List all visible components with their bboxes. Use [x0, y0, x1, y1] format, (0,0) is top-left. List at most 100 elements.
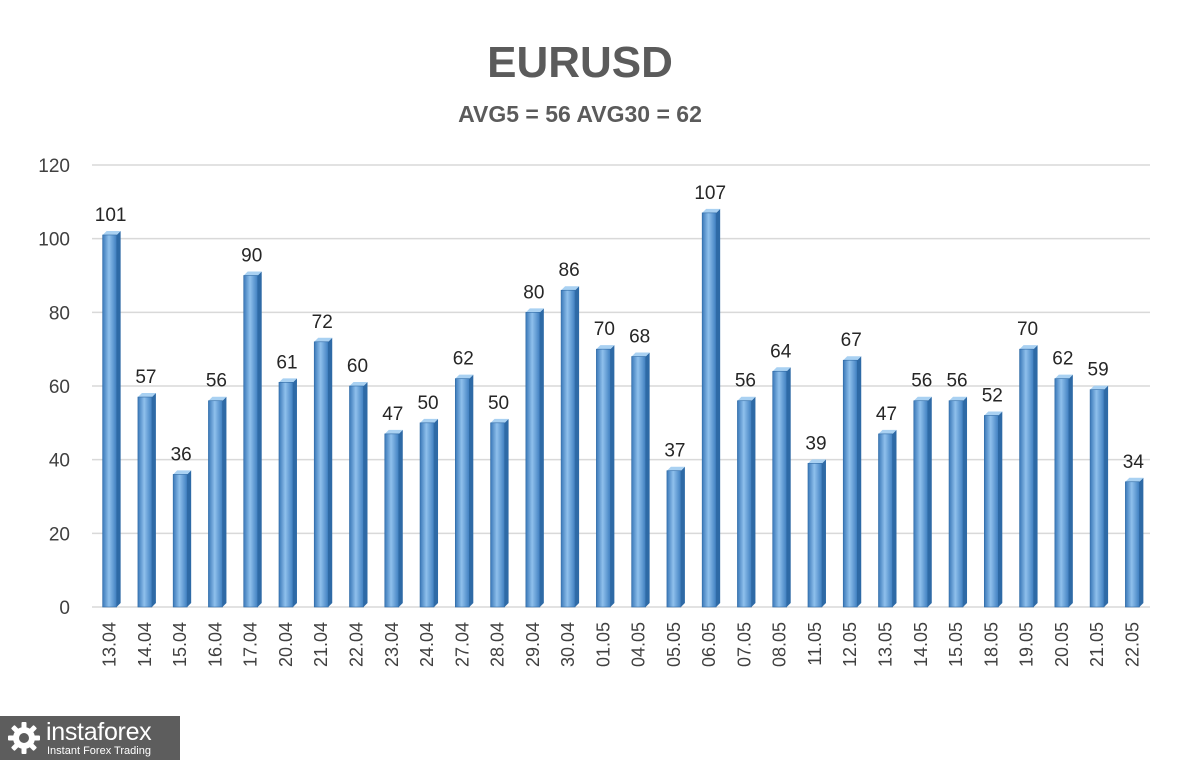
x-tick-label: 22.05	[1122, 622, 1142, 667]
bar-side	[575, 286, 580, 607]
chart-title: EURUSD	[487, 38, 673, 87]
bar-top	[420, 418, 439, 423]
bar-front	[560, 289, 576, 608]
bar-side	[680, 466, 685, 607]
bar-top	[173, 470, 192, 475]
bar-side	[1068, 374, 1073, 607]
x-tick-label: 11.05	[805, 622, 825, 666]
x-tick-label: 20.05	[1052, 622, 1072, 667]
bar-front	[666, 470, 682, 608]
data-labels: 101 57 36 56 90 61 72 60 47 50 62 50 80 86 70 68 37 107 56…	[95, 183, 1145, 473]
x-tick-label: 21.05	[1087, 622, 1107, 667]
bar-front	[842, 359, 858, 608]
bar-top	[137, 393, 156, 398]
bar-top	[984, 411, 1003, 416]
y-tick-label: 120	[38, 156, 70, 177]
bar-front	[419, 422, 435, 608]
x-tick-label: 05.05	[664, 622, 684, 667]
bar-side	[151, 393, 156, 607]
bar-top	[490, 418, 509, 423]
bar	[102, 230, 121, 608]
data-label: 39	[805, 433, 826, 454]
data-label: 47	[876, 404, 897, 425]
bar	[983, 411, 1003, 608]
bar-front	[313, 341, 329, 608]
bar-side	[116, 230, 121, 607]
bar-front	[278, 382, 294, 608]
x-tick-label: 01.05	[593, 622, 613, 667]
logo-brand: instaforex	[46, 718, 152, 746]
x-axis-labels: 13.04 14.04 15.04 16.04 17.04 20.04 21.04 22.04…	[100, 622, 1143, 667]
bar	[490, 418, 509, 608]
bar-top	[596, 345, 615, 350]
data-label: 56	[946, 371, 967, 392]
bar-side	[1139, 477, 1144, 607]
bar-side	[998, 411, 1003, 607]
data-label: 70	[594, 319, 615, 340]
bar	[666, 466, 685, 608]
bar-side	[786, 367, 791, 607]
data-label: 56	[206, 371, 227, 392]
bar-top	[1090, 385, 1109, 390]
data-label: 107	[694, 183, 726, 204]
bar-front	[807, 463, 823, 608]
bar	[454, 374, 474, 608]
bar-front	[490, 422, 505, 608]
bar-top	[666, 466, 685, 471]
data-label: 90	[241, 246, 262, 267]
x-tick-label: 06.05	[699, 622, 719, 667]
bar-top	[208, 396, 227, 401]
bar-front	[878, 433, 893, 608]
x-tick-label: 24.04	[417, 622, 437, 667]
bar-top	[102, 230, 121, 235]
bar-side	[610, 345, 615, 607]
x-tick-label: 07.05	[734, 622, 754, 667]
y-tick-label: 40	[49, 451, 70, 472]
bar-side	[716, 208, 721, 607]
x-tick-label: 30.04	[558, 622, 578, 667]
bar-top	[843, 356, 862, 361]
bar-front	[349, 385, 364, 608]
bar	[701, 208, 721, 608]
y-tick-label: 100	[38, 230, 70, 251]
x-tick-label: 14.04	[135, 622, 155, 667]
bar	[737, 396, 756, 608]
bar-top	[1019, 345, 1038, 350]
x-tick-label: 08.05	[770, 622, 790, 667]
x-tick-label: 15.05	[946, 622, 966, 667]
bars	[102, 208, 1144, 608]
bar-side	[504, 418, 509, 607]
bar-side	[434, 418, 439, 607]
bar-side	[539, 308, 544, 607]
logo-tagline: Instant Forex Trading	[47, 745, 151, 757]
data-label: 52	[982, 385, 1003, 406]
bar	[419, 418, 439, 608]
bar-front	[525, 312, 541, 608]
x-tick-label: 16.04	[205, 622, 225, 667]
data-label: 72	[312, 312, 333, 333]
bar	[349, 382, 368, 608]
data-label: 62	[1052, 349, 1073, 370]
bar-front	[1054, 378, 1070, 608]
bar	[208, 396, 227, 608]
bar-top	[772, 367, 791, 372]
y-tick-label: 60	[49, 377, 70, 398]
x-tick-label: 19.05	[1017, 622, 1037, 667]
bar-top	[314, 337, 333, 342]
data-label: 61	[276, 352, 297, 373]
bar	[137, 393, 156, 608]
bar-front	[701, 212, 717, 608]
bar-top	[878, 429, 897, 434]
bar-front	[1089, 389, 1105, 608]
bar	[278, 378, 297, 608]
bar-front	[948, 400, 964, 608]
bar-front	[137, 396, 153, 608]
bar-top	[278, 378, 297, 383]
data-label: 50	[488, 393, 509, 414]
x-tick-label: 14.05	[911, 622, 931, 667]
bar-front	[913, 400, 929, 608]
bar	[560, 286, 580, 608]
bar	[631, 352, 650, 608]
bar-front	[1019, 348, 1034, 608]
